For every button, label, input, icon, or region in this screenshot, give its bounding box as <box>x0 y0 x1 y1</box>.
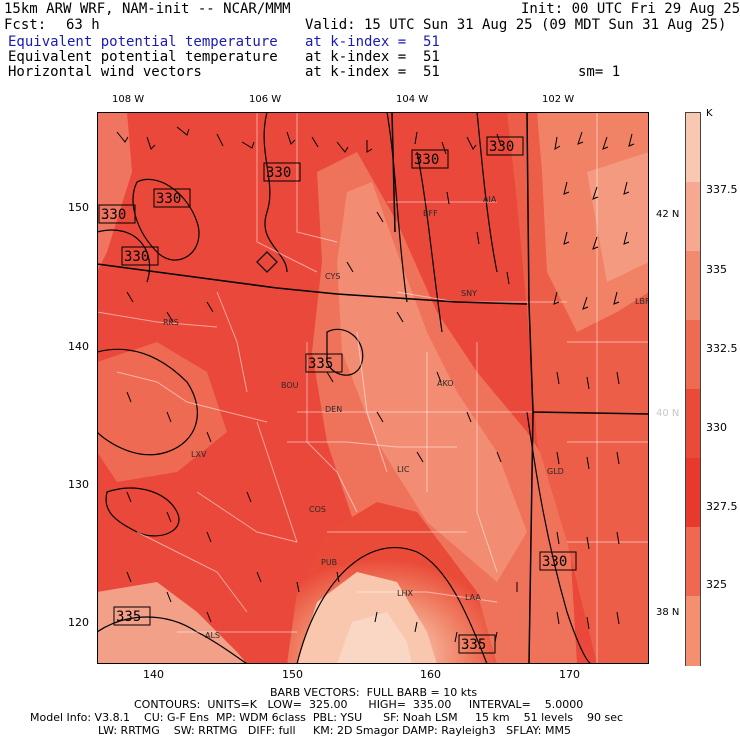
colorbar-segment <box>686 389 700 459</box>
lat-label: 40 N <box>656 408 680 419</box>
field-1-name: Equivalent potential temperature <box>8 34 278 50</box>
colorbar-segment <box>686 527 700 597</box>
contour-label: 330 <box>414 152 439 168</box>
station-label: AKO <box>437 379 454 388</box>
grid-x-label: 150 <box>282 668 303 681</box>
station-label: CYS <box>325 272 340 281</box>
station-label: BFF <box>423 209 438 218</box>
lon-label: 106 W <box>249 94 282 105</box>
field-3-name: Horizontal wind vectors <box>8 64 202 80</box>
lat-label: 42 N <box>656 209 680 220</box>
grid-y-label: 130 <box>68 478 89 491</box>
grid-x-label: 140 <box>143 668 164 681</box>
colorbar-unit: K <box>706 108 713 119</box>
contour-info: CONTOURS: UNITS=K LOW= 325.00 HIGH= 335.… <box>134 698 584 711</box>
station-label: LIC <box>397 465 410 474</box>
colorbar-label: 330 <box>706 421 727 434</box>
station-label: LXV <box>191 450 207 459</box>
model-title: 15km ARW WRF, NAM-init -- NCAR/MMM <box>4 1 291 17</box>
colorbar-segment <box>686 251 700 321</box>
colorbar-label: 327.5 <box>706 500 738 513</box>
model-info-1: Model Info: V3.8.1 CU: G-F Ens MP: WDM 6… <box>30 711 624 724</box>
station-label: RKS <box>163 318 179 327</box>
field-2-name: Equivalent potential temperature <box>8 49 278 65</box>
grid-x-label: 160 <box>420 668 441 681</box>
station-label: AIA <box>483 195 497 204</box>
field-3-level: at k-index = 51 <box>305 64 440 80</box>
contour-label: 335 <box>461 637 486 653</box>
model-info-2: LW: RRTMG SW: RRTMG DIFF: full KM: 2D Sm… <box>98 724 571 737</box>
station-label: LHX <box>397 589 413 598</box>
colorbar-label: 325 <box>706 578 727 591</box>
valid-time: Valid: 15 UTC Sun 31 Aug 25 (09 MDT Sun … <box>305 17 727 33</box>
field-1-level: at k-index = 51 <box>305 34 440 50</box>
contour-label: 335 <box>116 609 141 625</box>
grid-y-label: 140 <box>68 340 89 353</box>
field-2-level: at k-index = 51 <box>305 49 440 65</box>
grid-y-label: 150 <box>68 201 89 214</box>
lat-label: 38 N <box>656 607 680 618</box>
map-canvas: CYS BFF AIA SNY LBF RKS BOU DEN AKO LXV … <box>97 112 649 664</box>
contour-label: 330 <box>542 554 567 570</box>
station-label: COS <box>309 505 326 514</box>
station-label: GLD <box>547 467 564 476</box>
lon-label: 104 W <box>396 94 429 105</box>
colorbar-segment <box>686 596 700 666</box>
grid-y-label: 120 <box>68 616 89 629</box>
lon-label: 108 W <box>112 94 145 105</box>
station-label: LAA <box>465 593 481 602</box>
contour-label: 330 <box>266 165 291 181</box>
colorbar-segment <box>686 458 700 528</box>
smoothing-label: sm= 1 <box>578 64 621 80</box>
contour-label: 330 <box>101 207 126 223</box>
colorbar-segment <box>686 182 700 252</box>
colorbar <box>685 112 701 666</box>
station-label: PUB <box>321 558 337 567</box>
contour-label: 330 <box>124 249 149 265</box>
colorbar-label: 335 <box>706 263 727 276</box>
forecast-hour: 63 h <box>66 17 100 33</box>
init-time: Init: 00 UTC Fri 29 Aug 25 <box>521 1 740 17</box>
colorbar-segment <box>686 320 700 390</box>
station-label: BOU <box>281 381 299 390</box>
grid-x-label: 170 <box>559 668 580 681</box>
weather-map: CYS BFF AIA SNY LBF RKS BOU DEN AKO LXV … <box>97 112 649 664</box>
lon-label: 102 W <box>542 94 575 105</box>
station-label: DEN <box>325 405 342 414</box>
colorbar-label: 337.5 <box>706 183 738 196</box>
station-label: ALS <box>205 631 220 640</box>
contour-label: 335 <box>308 356 333 372</box>
forecast-label: Fcst: <box>4 17 47 33</box>
colorbar-label: 332.5 <box>706 342 738 355</box>
contour-label: 330 <box>156 191 181 207</box>
colorbar-segment <box>686 113 700 183</box>
station-label: LBF <box>635 297 649 306</box>
contour-label: 330 <box>489 139 514 155</box>
barb-info: BARB VECTORS: FULL BARB = 10 kts <box>270 686 478 699</box>
station-label: SNY <box>461 289 477 298</box>
